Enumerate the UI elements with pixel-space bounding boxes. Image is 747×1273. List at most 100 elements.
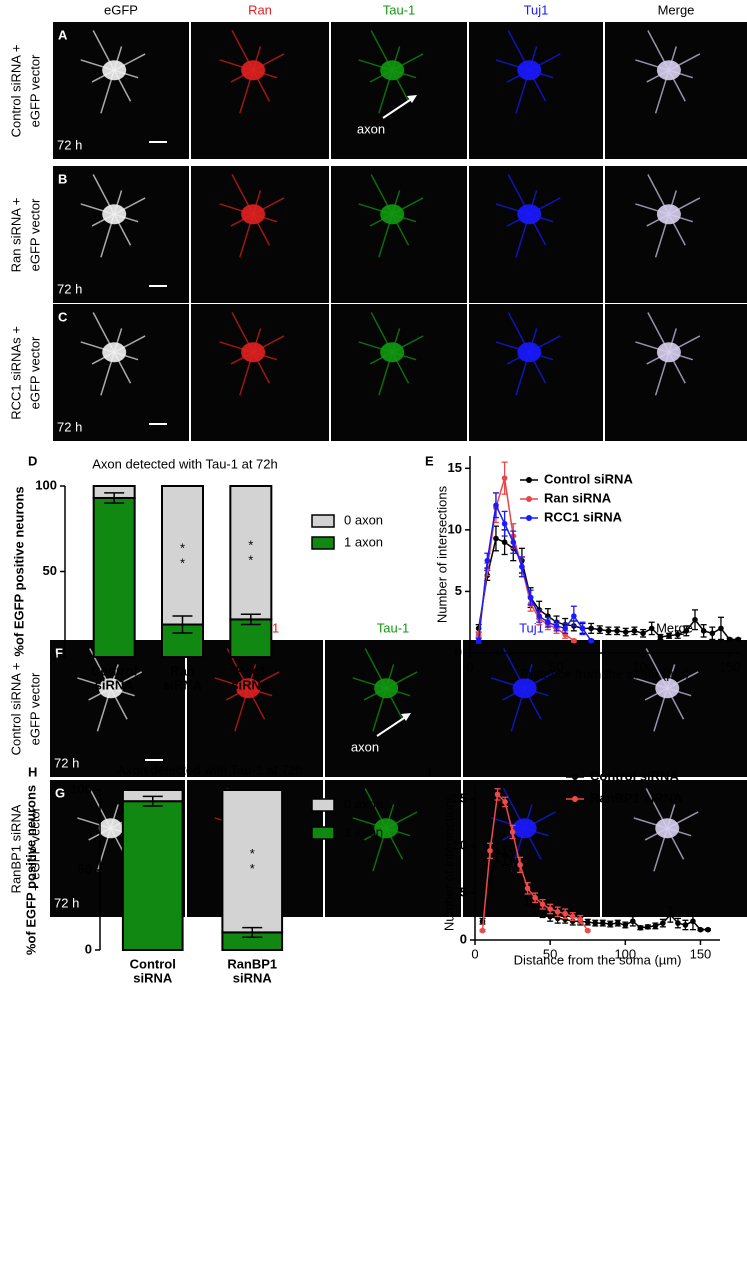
data-point bbox=[584, 927, 591, 934]
data-point bbox=[588, 625, 594, 632]
soma bbox=[656, 204, 681, 225]
data-point bbox=[539, 909, 546, 915]
y-tick-label: 50 bbox=[43, 563, 57, 578]
legend-label: RCC1 siRNA bbox=[544, 509, 623, 524]
legend-label: Control siRNA bbox=[544, 471, 633, 486]
y-axis-label: %of EGFP positive neurons bbox=[11, 486, 26, 656]
data-point bbox=[524, 894, 531, 901]
legend-label: 0 axon bbox=[344, 512, 383, 527]
soma bbox=[236, 678, 261, 699]
data-point bbox=[562, 910, 568, 917]
micrograph bbox=[325, 780, 461, 917]
data-point bbox=[553, 623, 560, 629]
y-tick-label: 0 bbox=[85, 941, 92, 956]
bar-segment bbox=[229, 618, 273, 659]
soma bbox=[98, 678, 123, 699]
x-tick-label: 50 bbox=[549, 659, 563, 674]
bar-segment bbox=[221, 789, 284, 934]
data-point bbox=[475, 637, 482, 644]
data-point bbox=[599, 920, 606, 926]
soma bbox=[102, 60, 127, 81]
data-point bbox=[622, 629, 629, 635]
data-point bbox=[637, 924, 644, 931]
panel-letter: G bbox=[55, 785, 65, 800]
micrograph bbox=[187, 640, 323, 777]
data-point bbox=[660, 920, 666, 926]
significance: ** bbox=[243, 538, 258, 568]
soma bbox=[241, 60, 266, 81]
panel-letter: F bbox=[55, 645, 63, 660]
data-point bbox=[622, 922, 629, 928]
soma bbox=[517, 204, 542, 225]
y-tick-label: 0 bbox=[455, 644, 462, 659]
legend-swatch bbox=[311, 826, 335, 840]
chart-title: Axon detected with Tau-1 at 72h bbox=[92, 456, 278, 471]
legend-marker bbox=[572, 774, 578, 780]
time-label: 72 h bbox=[57, 419, 82, 434]
column-header: Tuj1 bbox=[524, 2, 549, 17]
significance: ** bbox=[175, 540, 190, 570]
time-label: 72 h bbox=[57, 137, 82, 152]
data-point bbox=[645, 924, 651, 930]
micrograph bbox=[191, 166, 329, 303]
x-tick-label: 0 bbox=[471, 946, 478, 961]
data-point bbox=[682, 922, 689, 928]
panel-letter: I bbox=[428, 764, 432, 779]
data-point bbox=[493, 535, 499, 542]
micrograph bbox=[191, 22, 329, 159]
x-tick-label: siRNA bbox=[233, 970, 273, 985]
soma bbox=[241, 204, 266, 225]
bar-segment bbox=[121, 800, 184, 952]
legend-label: Ran siRNA bbox=[544, 490, 612, 505]
panel-letter: C bbox=[58, 309, 68, 324]
soma bbox=[517, 60, 542, 81]
y-tick-label: 10 bbox=[448, 521, 462, 536]
data-point bbox=[735, 636, 742, 643]
y-axis-label: %of EGFP positive neurons bbox=[23, 785, 38, 955]
micrograph bbox=[53, 166, 189, 303]
x-tick-label: siRNA bbox=[95, 677, 135, 692]
soma bbox=[655, 818, 680, 839]
legend-swatch bbox=[311, 798, 335, 812]
row-label: Control siRNA + bbox=[8, 45, 23, 138]
data-point bbox=[509, 829, 516, 835]
legend-label: 1 axon bbox=[344, 824, 383, 839]
y-tick-label: 0 bbox=[460, 931, 467, 946]
micrograph bbox=[605, 22, 747, 159]
legend-marker bbox=[526, 496, 532, 502]
error-bar bbox=[242, 926, 263, 938]
data-point bbox=[726, 636, 733, 643]
legend-label: 1 axon bbox=[344, 534, 383, 549]
data-point bbox=[519, 564, 525, 570]
data-point bbox=[709, 630, 716, 637]
data-point bbox=[501, 520, 508, 527]
micrograph bbox=[602, 640, 747, 777]
row-label: eGFP vector bbox=[27, 336, 42, 409]
y-tick-label: 50 bbox=[78, 861, 92, 876]
error-bar bbox=[104, 492, 125, 504]
soma bbox=[102, 342, 127, 363]
micrograph bbox=[605, 304, 747, 441]
data-point bbox=[493, 502, 499, 509]
soma bbox=[512, 818, 537, 839]
y-axis-label: Number of intersections bbox=[434, 485, 449, 623]
row-label: Ran siRNA + bbox=[8, 198, 23, 273]
data-point bbox=[532, 904, 538, 910]
y-tick-label: 10 bbox=[453, 837, 467, 852]
column-header: Tau-1 bbox=[377, 620, 410, 635]
soma bbox=[655, 678, 680, 699]
panel-letter: B bbox=[58, 171, 67, 186]
micrograph bbox=[331, 304, 467, 441]
soma bbox=[380, 204, 405, 225]
x-tick-label: 100 bbox=[614, 946, 636, 961]
legend-marker bbox=[526, 477, 532, 483]
data-point bbox=[524, 885, 531, 892]
annotation: axon bbox=[351, 739, 379, 754]
micrograph bbox=[331, 166, 467, 303]
significance: ** bbox=[245, 846, 260, 876]
y-tick-label: 5 bbox=[455, 583, 462, 598]
row-label: RCC1 siRNAs + bbox=[8, 326, 23, 420]
column-header: eGFP bbox=[104, 2, 138, 17]
data-point bbox=[510, 539, 517, 545]
micrograph bbox=[605, 166, 747, 303]
